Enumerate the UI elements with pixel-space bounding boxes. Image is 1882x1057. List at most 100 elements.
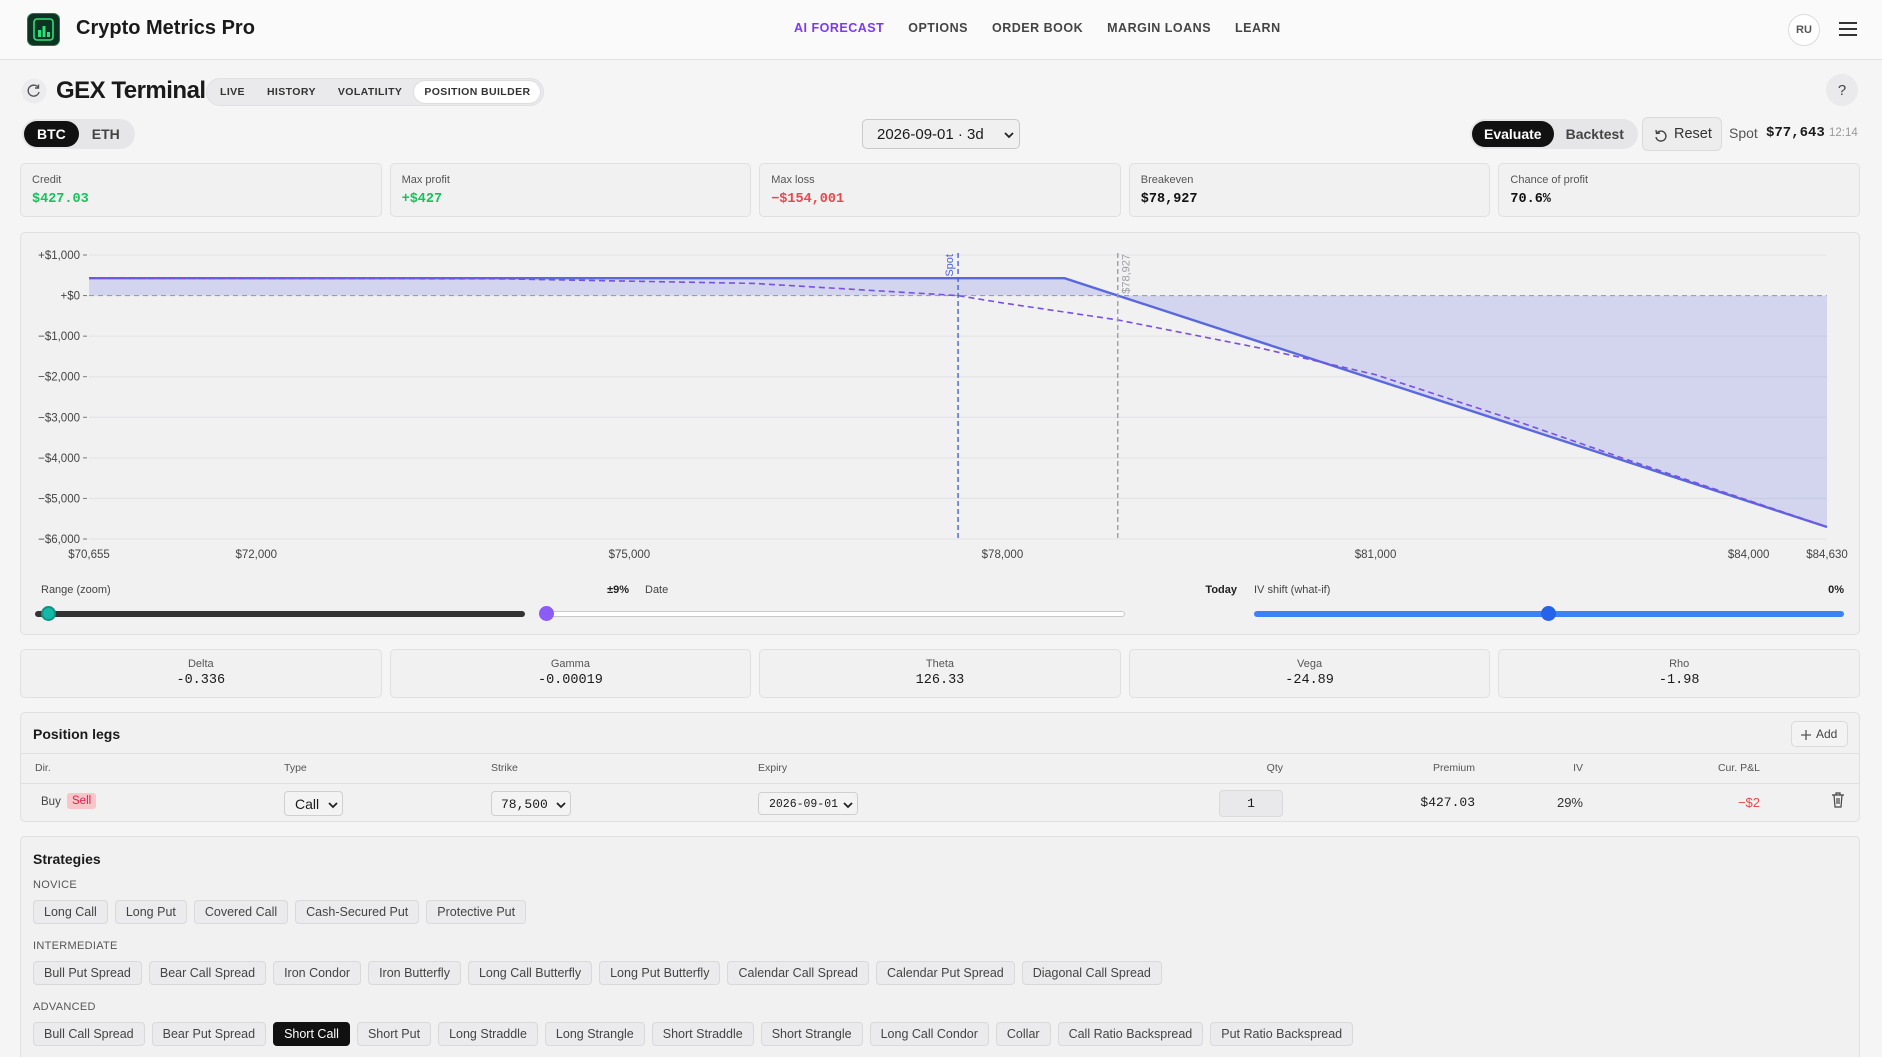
iv: 29% <box>1556 795 1583 810</box>
dir-sell[interactable]: Sell <box>67 793 97 809</box>
trash[interactable] <box>1832 792 1844 808</box>
type-select-text: Call <box>295 796 320 812</box>
greek-value: -1.98 <box>1658 673 1700 688</box>
y-tick-label: −$1,000 <box>38 331 80 343</box>
column-header: Dir. <box>35 762 51 774</box>
lang-button[interactable]: RU <box>1788 14 1820 46</box>
strategy-button[interactable]: Covered Call <box>193 900 289 924</box>
header: Crypto Metrics Pro AI FORECAST OPTIONS ORDE… <box>0 0 1882 60</box>
strike-select[interactable]: 78,500 <box>491 791 571 816</box>
expiry-leg-select[interactable]: 2026-09-01 <box>758 792 858 815</box>
date-track[interactable] <box>541 611 1125 617</box>
strategy-button[interactable]: Bull Put Spread <box>33 961 142 985</box>
strategy-button[interactable]: Calendar Call Spread <box>727 961 869 985</box>
reset-button[interactable]: Reset <box>1642 117 1722 151</box>
qty-input[interactable]: 1 <box>1219 790 1283 817</box>
spot-label: Spot <box>1729 125 1758 141</box>
mode-tab[interactable]: Backtest <box>1565 126 1624 142</box>
metric-value: −$154,001 <box>771 192 845 207</box>
chevron <box>843 802 853 809</box>
logo-frame <box>33 18 54 41</box>
column-header: Cur. P&L <box>1717 762 1760 774</box>
strategy-button[interactable]: Collar <box>995 1022 1051 1046</box>
expiry-chevron <box>1004 132 1014 139</box>
tab[interactable]: LIVE <box>220 86 245 98</box>
strategy-button[interactable]: Long Strangle <box>544 1022 645 1046</box>
strategy-button[interactable]: Protective Put <box>426 900 527 924</box>
nav-link[interactable]: AI FORECAST <box>794 21 885 35</box>
greek-value: -0.00019 <box>537 673 603 688</box>
range-track[interactable] <box>35 611 525 617</box>
nav: AI FORECAST OPTIONS ORDER BOOK MARGIN LOANS… <box>794 21 1281 35</box>
reset-text: Reset <box>1674 126 1712 142</box>
greek-card: Theta 126.33 <box>759 649 1121 698</box>
add-leg-button[interactable]: Add <box>1791 721 1848 747</box>
tab[interactable]: VOLATILITY <box>337 86 403 98</box>
column-header: IV <box>1573 762 1583 774</box>
nav-link[interactable]: LEARN <box>1235 21 1281 35</box>
strategy-button[interactable]: Short Straddle <box>651 1022 754 1046</box>
strategy-button[interactable]: Short Call <box>273 1022 350 1046</box>
date-knob[interactable] <box>539 606 554 621</box>
x-tick-label: $84,000 <box>1728 549 1770 561</box>
greek-label: Vega <box>1297 658 1323 670</box>
type-select[interactable]: Call <box>284 791 343 816</box>
expiry-leg-text: 2026-09-01 <box>769 798 839 811</box>
y-tick-label: +$1,000 <box>38 250 80 262</box>
nav-link[interactable]: MARGIN LOANS <box>1107 21 1212 35</box>
strategy-button[interactable]: Iron Butterfly <box>368 961 461 985</box>
strategy-button[interactable]: Diagonal Call Spread <box>1021 961 1162 985</box>
strategy-button[interactable]: Bear Put Spread <box>151 1022 267 1046</box>
type-chevron <box>328 802 338 809</box>
strategy-button[interactable]: Bear Call Spread <box>148 961 267 985</box>
strategy-group-label: INTERMEDIATE <box>33 940 118 952</box>
chart-panel: +$1,000 +$0 −$1,000 −$2,000 −$3,000 −$4,000 −$… <box>20 232 1860 635</box>
strategy-button[interactable]: Short Strangle <box>760 1022 863 1046</box>
help-button[interactable]: ? <box>1826 74 1858 106</box>
asset-tab[interactable]: BTC <box>24 121 79 147</box>
strategy-button[interactable]: Long Put Butterfly <box>599 961 721 985</box>
strategy-button[interactable]: Cash-Secured Put <box>295 900 420 924</box>
strategy-button[interactable]: Calendar Put Spread <box>875 961 1015 985</box>
nav-link[interactable]: OPTIONS <box>908 21 968 35</box>
x-tick-label: $78,000 <box>982 549 1024 561</box>
chevron <box>328 802 338 809</box>
strategy-button[interactable]: Long Call Condor <box>869 1022 989 1046</box>
strategy-button[interactable]: Call Ratio Backspread <box>1057 1022 1204 1046</box>
spot-time: 12:14 <box>1829 127 1858 139</box>
x-tick-label: $81,000 <box>1355 549 1397 561</box>
metric-label: Chance of profit <box>1510 174 1589 186</box>
strategy-button[interactable]: Bull Call Spread <box>33 1022 145 1046</box>
expiry-select[interactable]: 2026-09-01 · 3d <box>862 119 1020 149</box>
strategy-button[interactable]: Iron Condor <box>273 961 362 985</box>
dir-buy[interactable]: Buy <box>41 796 61 808</box>
strategy-button[interactable]: Long Call <box>33 900 108 924</box>
greek-card: Vega -24.89 <box>1128 649 1491 698</box>
tab[interactable]: HISTORY <box>266 86 316 98</box>
strategy-button[interactable]: Long Call Butterfly <box>467 961 593 985</box>
strategy-button[interactable]: Long Put <box>114 900 187 924</box>
strategy-button[interactable]: Long Straddle <box>438 1022 538 1046</box>
refresh-bg <box>21 78 47 104</box>
legs-title: Position legs <box>33 726 121 742</box>
range-knob[interactable] <box>41 606 56 621</box>
refresh-arc <box>27 84 40 97</box>
strategy-button[interactable]: Short Put <box>356 1022 432 1046</box>
strategy-button[interactable]: Put Ratio Backspread <box>1210 1022 1354 1046</box>
chevron <box>556 802 566 809</box>
metric-card: Max profit +$427 <box>389 163 752 217</box>
refresh-icon <box>21 78 47 104</box>
metric-value: +$427 <box>401 192 443 207</box>
iv-knob[interactable] <box>1541 606 1556 621</box>
tab-group: LIVE HISTORY VOLATILITY POSITION BUILDER <box>206 78 545 106</box>
y-tick-label: −$6,000 <box>38 534 80 546</box>
mode-tab[interactable]: Evaluate <box>1472 121 1554 147</box>
brand[interactable]: Crypto Metrics Pro <box>76 17 255 39</box>
nav-link[interactable]: ORDER BOOK <box>992 21 1084 35</box>
y-tick-label: −$4,000 <box>38 453 80 465</box>
metric-label: Max profit <box>401 174 450 186</box>
tab[interactable]: POSITION BUILDER <box>414 81 541 103</box>
control-label: IV shift (what-if) <box>1254 584 1331 596</box>
asset-tab[interactable]: ETH <box>91 126 120 142</box>
